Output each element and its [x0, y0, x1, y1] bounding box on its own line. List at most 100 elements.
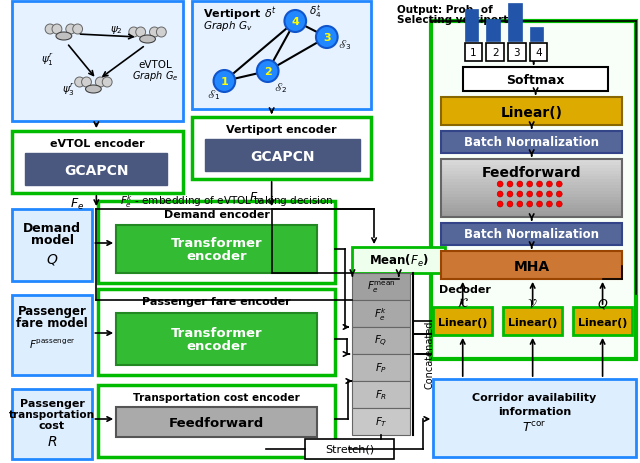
Circle shape — [556, 201, 562, 207]
Text: $\delta^t_4$: $\delta^t_4$ — [308, 4, 321, 20]
Circle shape — [547, 181, 552, 188]
Bar — [441, 174, 622, 177]
Bar — [441, 163, 622, 166]
Text: 3: 3 — [513, 48, 520, 58]
Bar — [573, 307, 632, 335]
Text: Linear(): Linear() — [508, 317, 557, 327]
Bar — [441, 206, 622, 209]
Circle shape — [556, 181, 562, 188]
Text: $\psi^r_3$: $\psi^r_3$ — [62, 82, 76, 98]
Bar — [431, 22, 636, 359]
Text: Concatenated: Concatenated — [424, 320, 434, 388]
Circle shape — [536, 181, 543, 188]
Bar — [508, 4, 522, 42]
Text: $F_e^{\rm mean}$: $F_e^{\rm mean}$ — [367, 279, 396, 294]
Bar — [441, 188, 622, 192]
Circle shape — [102, 78, 112, 88]
Bar — [441, 177, 622, 181]
Bar — [99, 289, 335, 375]
Bar — [12, 210, 92, 282]
Text: Demand: Demand — [23, 222, 81, 235]
Circle shape — [517, 181, 523, 188]
Text: $\mathcal{V}$: $\mathcal{V}$ — [527, 297, 538, 310]
Text: Linear(): Linear() — [578, 317, 627, 327]
Text: encoder: encoder — [186, 340, 247, 353]
Text: Transportation cost encoder: Transportation cost encoder — [133, 392, 300, 402]
Circle shape — [527, 181, 532, 188]
Bar — [530, 44, 547, 62]
Text: Vertiport encoder: Vertiport encoder — [226, 125, 337, 135]
Text: $F_e$: $F_e$ — [70, 196, 84, 211]
Bar — [465, 10, 479, 42]
Circle shape — [536, 192, 543, 198]
Bar — [192, 2, 371, 110]
Circle shape — [129, 28, 139, 38]
Text: encoder: encoder — [186, 250, 247, 263]
Bar — [12, 389, 92, 459]
Bar — [353, 300, 410, 327]
Circle shape — [45, 25, 55, 35]
Text: Corridor availability: Corridor availability — [472, 392, 596, 402]
Bar — [192, 118, 371, 180]
Text: Output: Prob. of: Output: Prob. of — [397, 5, 493, 15]
Text: Feedforward: Feedforward — [482, 166, 581, 180]
Text: Stretch(): Stretch() — [325, 444, 374, 454]
Text: $F_P$: $F_P$ — [375, 361, 387, 375]
Bar — [12, 2, 183, 122]
Circle shape — [556, 192, 562, 198]
Text: $Q$: $Q$ — [46, 252, 58, 267]
Circle shape — [547, 192, 552, 198]
Bar — [441, 224, 622, 245]
Circle shape — [527, 201, 532, 207]
Circle shape — [507, 181, 513, 188]
Bar — [441, 186, 622, 189]
Text: Selecting vertiports: Selecting vertiports — [397, 15, 514, 25]
Text: fare model: fare model — [16, 317, 88, 330]
Circle shape — [52, 25, 62, 35]
Text: $\psi_2$: $\psi_2$ — [109, 24, 122, 36]
Bar — [353, 408, 410, 435]
Bar — [205, 140, 360, 172]
Circle shape — [150, 28, 159, 38]
Bar — [441, 160, 622, 218]
Circle shape — [81, 78, 92, 88]
Text: transportation: transportation — [9, 409, 95, 419]
Bar — [503, 307, 562, 335]
Bar — [353, 354, 410, 381]
Text: $Q$: $Q$ — [597, 296, 608, 310]
Text: 4: 4 — [535, 48, 542, 58]
Bar — [433, 307, 492, 335]
Bar — [353, 247, 445, 274]
Text: MHA: MHA — [514, 259, 550, 274]
Bar — [116, 407, 317, 437]
Text: 1: 1 — [221, 77, 228, 87]
Bar — [530, 28, 543, 42]
Bar — [116, 313, 317, 365]
Text: $F_v$: $F_v$ — [249, 190, 263, 205]
Text: $F_R$: $F_R$ — [375, 388, 387, 401]
Bar — [12, 131, 183, 194]
Text: Linear(): Linear() — [500, 106, 563, 120]
Circle shape — [66, 25, 76, 35]
Text: Decoder: Decoder — [439, 284, 491, 294]
Bar — [441, 192, 622, 195]
Text: Linear(): Linear() — [438, 317, 488, 327]
Ellipse shape — [56, 33, 72, 41]
Circle shape — [284, 11, 306, 33]
Bar — [441, 200, 622, 204]
Bar — [12, 295, 92, 375]
Text: model: model — [31, 234, 74, 247]
Text: GCAPCN: GCAPCN — [64, 163, 129, 178]
Text: cost: cost — [39, 420, 65, 430]
Bar — [508, 44, 525, 62]
Text: $\mathscr{S}_3$: $\mathscr{S}_3$ — [338, 38, 351, 52]
Circle shape — [517, 201, 523, 207]
Bar — [441, 197, 622, 200]
Circle shape — [497, 181, 503, 188]
Bar — [441, 215, 622, 218]
Text: $T^{\rm cor}$: $T^{\rm cor}$ — [522, 420, 547, 434]
Circle shape — [214, 71, 236, 93]
Text: $F^{\rm passenger}$: $F^{\rm passenger}$ — [29, 337, 76, 350]
Text: Feedforward: Feedforward — [169, 417, 264, 430]
Bar — [463, 68, 609, 92]
